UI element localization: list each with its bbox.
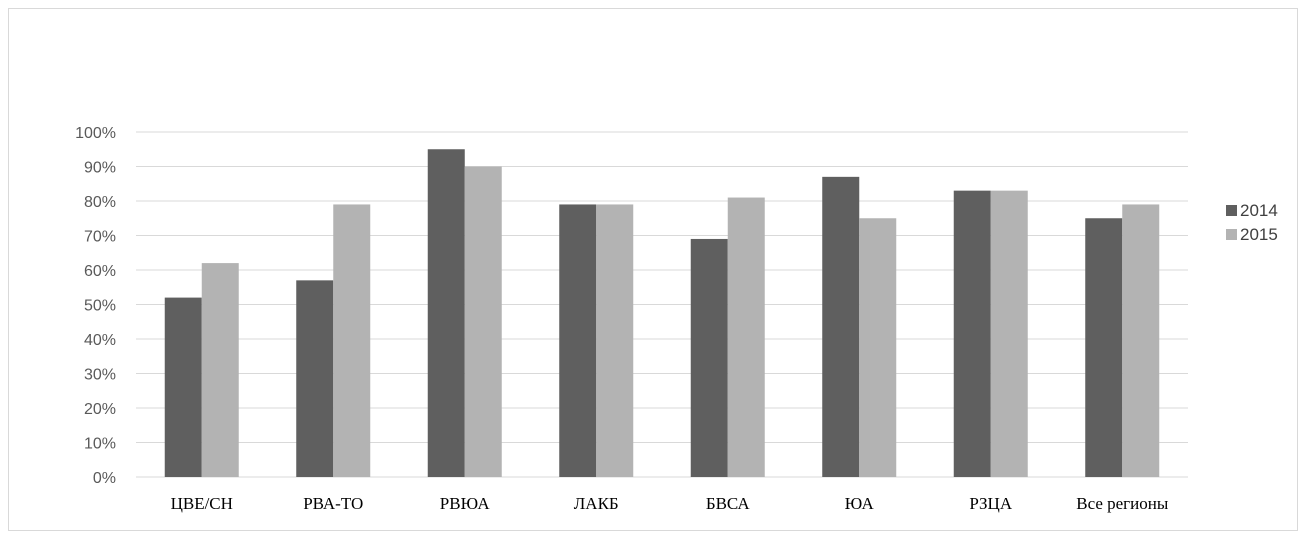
bar-2015-1 <box>201 263 239 477</box>
bar-2014-7 <box>953 190 991 477</box>
y-tick-label: 10% <box>84 436 116 453</box>
x-axis-categories: ЦВЕ/СН РВА-ТО РВЮА ЛАКБ БВСА ЮА РЗЦА Все регион… <box>171 494 1169 513</box>
legend-label-2014: 2014 <box>1240 201 1278 220</box>
y-tick-label: 20% <box>84 401 116 418</box>
bar-2015-5 <box>727 197 765 478</box>
bar-2014-3 <box>427 149 465 477</box>
legend-swatch-2015 <box>1226 229 1237 240</box>
bar-2015-7 <box>990 190 1028 477</box>
bar-2014-4 <box>559 204 597 477</box>
x-category-label: БВСА <box>706 494 751 513</box>
x-category-label: Все регионы <box>1076 494 1169 513</box>
bar-2014-6 <box>822 176 860 477</box>
bar-2014-2 <box>296 280 334 477</box>
bar-2015-8 <box>1122 204 1160 477</box>
y-tick-label: 60% <box>84 263 116 280</box>
x-category-label: ЛАКБ <box>574 494 619 513</box>
y-tick-label: 40% <box>84 332 116 349</box>
y-tick-label: 90% <box>84 160 116 177</box>
y-tick-label: 100% <box>75 125 116 142</box>
bars <box>164 149 1160 478</box>
y-tick-label: 50% <box>84 298 116 315</box>
y-tick-label: 80% <box>84 194 116 211</box>
gridlines <box>136 131 1188 478</box>
bar-2014-1 <box>164 297 202 477</box>
bar-2014-5 <box>690 238 728 477</box>
y-tick-label: 30% <box>84 367 116 384</box>
y-axis-ticks: 0% 10% 20% 30% 40% 50% 60% 70% 80% 90% 100% <box>75 125 116 487</box>
x-category-label: РВЮА <box>440 494 491 513</box>
x-category-label: ЦВЕ/СН <box>171 494 233 513</box>
legend: 2014 2015 <box>1226 201 1278 244</box>
y-tick-label: 0% <box>93 470 116 487</box>
bar-2015-3 <box>464 166 502 477</box>
x-category-label: РВА-ТО <box>303 494 363 513</box>
x-category-label: ЮА <box>845 494 875 513</box>
bar-2015-4 <box>596 204 634 477</box>
legend-label-2015: 2015 <box>1240 225 1278 244</box>
x-category-label: РЗЦА <box>969 494 1012 513</box>
bar-2015-2 <box>333 204 371 477</box>
bar-2015-6 <box>859 218 897 477</box>
y-tick-label: 70% <box>84 229 116 246</box>
bar-2014-8 <box>1085 218 1123 477</box>
legend-swatch-2014 <box>1226 205 1237 216</box>
